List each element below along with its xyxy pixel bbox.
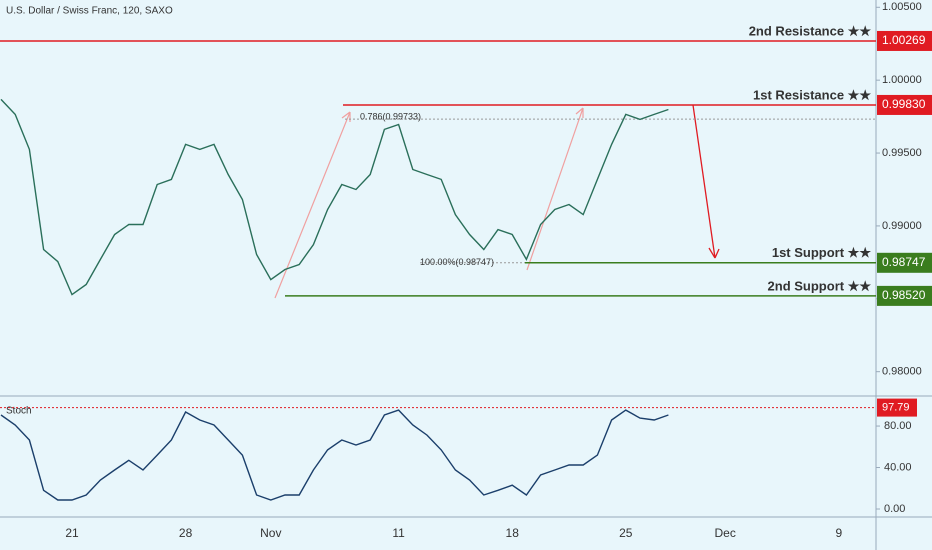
y2-tick-label: 80.00 (884, 420, 912, 432)
y-tick-label: 0.98000 (882, 366, 922, 378)
level-name: 1st Support ★★ (772, 245, 871, 260)
level-value-label: 1.00269 (882, 33, 926, 47)
x-tick-label: Nov (260, 526, 281, 540)
y2-tick-label: 40.00 (884, 461, 912, 473)
y-tick-label: 0.99000 (882, 220, 922, 232)
level-value-label: 0.99830 (882, 97, 926, 111)
level-value-label: 0.98747 (882, 255, 926, 269)
price-line (0, 98, 669, 296)
stoch-line (0, 409, 669, 501)
stoch-value-label: 97.79 (882, 401, 910, 413)
projection-arrows (274, 107, 584, 299)
x-tick-label: 28 (179, 526, 193, 540)
level-value-box (877, 94, 932, 115)
y-tick-label: 1.00000 (882, 74, 922, 86)
level-value-box (877, 252, 932, 273)
x-tick-label: 21 (65, 526, 79, 540)
y2-tick-label: 0.00 (884, 503, 905, 515)
x-tick-label: Dec (715, 526, 736, 540)
x-tick-label: 18 (506, 526, 520, 540)
level-name: 1st Resistance ★★ (753, 87, 871, 102)
level-value-box (877, 30, 932, 51)
level-name: 2nd Support ★★ (768, 278, 872, 293)
stoch-label: Stoch (6, 406, 32, 417)
stoch-value-box (877, 398, 917, 417)
forecast-arrow (692, 104, 720, 259)
x-tick-label: 9 (835, 526, 842, 540)
level-name: 2nd Resistance ★★ (749, 23, 872, 38)
fib-label: 0.786(0.99733) (360, 111, 421, 121)
level-value-box (877, 285, 932, 306)
y-tick-label: 1.00500 (882, 1, 922, 13)
y-tick-label: 0.99500 (882, 147, 922, 159)
level-value-label: 0.98520 (882, 288, 926, 302)
x-tick-label: 25 (619, 526, 633, 540)
chart-title: U.S. Dollar / Swiss Franc, 120, SAXO (6, 6, 173, 17)
x-tick-label: 11 (392, 526, 405, 540)
fib-label: 100.00%(0.98747) (420, 257, 494, 267)
